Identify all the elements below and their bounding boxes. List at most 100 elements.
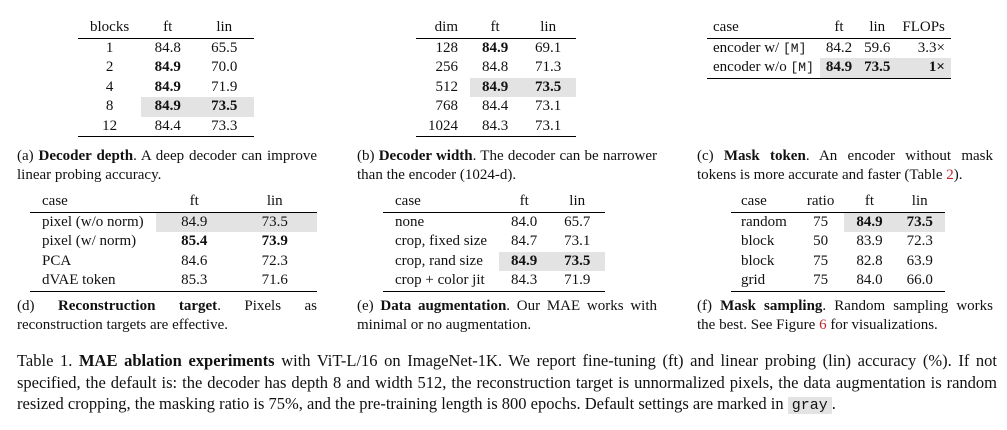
table-row: encoder w/ [M] 84.2 59.6 3.3× — [707, 38, 951, 58]
table-number: Table 1. — [17, 351, 79, 370]
table-row-default: 512 84.9 73.5 — [416, 77, 577, 97]
cell: 4 — [105, 78, 114, 95]
table-f-grid: case ratio ft lin random 75 84.9 73.5 bl… — [731, 192, 945, 292]
cell: 256 — [435, 59, 459, 75]
cell: none — [395, 213, 425, 230]
table-row: 12 84.4 73.3 — [78, 117, 255, 137]
table-row-default: pixel (w/o norm) 84.9 73.5 — [30, 212, 317, 232]
mask-token: [M] — [790, 60, 814, 75]
header-ft: ft — [490, 19, 500, 35]
cell: crop, fixed size — [395, 233, 488, 249]
header-blocks: blocks — [90, 19, 130, 35]
cell: 73.5 — [211, 98, 238, 114]
table-a: blocks ft lin 1 84.8 65.5 2 84.9 70.0 4 … — [78, 18, 255, 137]
cell: crop + color jit — [395, 272, 485, 288]
table-row: crop, fixed size 84.7 73.1 — [383, 232, 605, 252]
cell: block — [741, 233, 775, 249]
header-lin: lin — [911, 193, 928, 209]
cell: 84.9 — [856, 213, 883, 230]
table-title: MAE ablation experiments — [78, 351, 275, 370]
table-row: 128 84.9 69.1 — [416, 38, 576, 58]
header-lin: lin — [266, 193, 283, 209]
cell: encoder w/o — [713, 59, 791, 75]
caption-c: (c) Mask token. An encoder without mask … — [697, 148, 993, 183]
cell: 84.9 — [154, 78, 181, 95]
cell: 71.3 — [535, 59, 562, 75]
table-row: none 84.0 65.7 — [383, 212, 605, 232]
cell: grid — [741, 272, 766, 288]
cell: 75 — [813, 252, 829, 269]
table-d: case ft lin pixel (w/o norm) 84.9 73.5 p… — [30, 192, 317, 292]
cell: pixel (w/o norm) — [42, 213, 144, 230]
header-case: case — [42, 193, 68, 209]
table-e: case ft lin none 84.0 65.7 crop, fixed s… — [383, 192, 606, 292]
table-row: 256 84.8 71.3 — [416, 58, 576, 78]
cell: 65.5 — [211, 39, 238, 56]
cell: 1× — [928, 59, 945, 75]
table-row: block 75 82.8 63.9 — [731, 252, 945, 272]
cell: 8 — [105, 98, 114, 114]
table-row: block 50 83.9 72.3 — [731, 232, 945, 252]
cell: 84.9 — [825, 59, 853, 75]
caption-d-title: Reconstruction target — [57, 298, 218, 314]
header-case: case — [395, 193, 421, 209]
cell: 73.5 — [906, 213, 933, 230]
cell: 73.1 — [564, 233, 591, 249]
header-ft: ft — [834, 19, 844, 35]
header-ratio: ratio — [806, 193, 835, 209]
cell: 73.5 — [232, 212, 317, 232]
cell: 512 — [435, 78, 459, 95]
table-reference-link[interactable]: 2 — [946, 167, 954, 183]
cell: 73.1 — [535, 98, 562, 114]
gray-swatch: gray — [787, 397, 832, 414]
table-row-default: crop, rand size 84.9 73.5 — [383, 251, 606, 271]
table-row: grid 75 84.0 66.0 — [731, 271, 945, 291]
cell: 3.3× — [917, 39, 945, 56]
cell: 70.0 — [211, 59, 238, 75]
cell: 82.8 — [856, 252, 883, 269]
cell: crop, rand size — [395, 252, 483, 269]
cell: 84.0 — [511, 213, 538, 230]
table-c: case ft lin FLOPs encoder w/ [M] 84.2 59… — [707, 18, 951, 79]
cell: dVAE token — [42, 272, 116, 288]
cell: random — [741, 213, 787, 230]
header-ft: ft — [189, 193, 199, 209]
cell: 84.9 — [154, 98, 181, 114]
table-a-grid: blocks ft lin 1 84.8 65.5 2 84.9 70.0 4 … — [78, 18, 255, 137]
table-row-default: encoder w/o [M] 84.9 73.5 1× — [707, 58, 951, 78]
cell: 73.5 — [864, 59, 891, 75]
cell: 73.3 — [211, 117, 238, 134]
cell: 73.5 — [564, 252, 591, 269]
caption-e: (e) Data augmentation. Our MAE works wit… — [357, 298, 657, 333]
table-row: 1024 84.3 73.1 — [416, 117, 577, 137]
header-case: case — [713, 19, 739, 35]
table-e-grid: case ft lin none 84.0 65.7 crop, fixed s… — [383, 192, 606, 292]
cell: 1 — [105, 39, 114, 56]
cell: encoder w/ — [713, 39, 783, 56]
cell: 84.9 — [482, 39, 509, 56]
cell: 84.4 — [154, 117, 181, 134]
cell: 71.9 — [211, 78, 238, 95]
cell: 84.9 — [154, 59, 181, 75]
table-row: 1 84.8 65.5 — [78, 38, 254, 58]
cell: 85.4 — [181, 233, 208, 249]
cell: 69.1 — [535, 39, 562, 56]
cell: 71.9 — [564, 272, 591, 288]
cell: 83.9 — [856, 233, 883, 249]
header-ft: ft — [519, 193, 529, 209]
cell: 84.8 — [482, 59, 509, 75]
table-d-grid: case ft lin pixel (w/o norm) 84.9 73.5 p… — [30, 192, 317, 292]
header-ft: ft — [864, 193, 875, 209]
cell: 75 — [813, 213, 829, 230]
caption-c-title: Mask token — [723, 148, 806, 164]
cell: 84.9 — [482, 78, 509, 95]
cell: 84.2 — [825, 39, 853, 56]
cell: 84.0 — [856, 272, 883, 288]
cell: 73.9 — [261, 233, 288, 249]
cell: 85.3 — [181, 272, 208, 288]
header-case: case — [741, 193, 767, 209]
figure-reference-link[interactable]: 6 — [819, 317, 827, 333]
caption-b-title: Decoder width — [378, 148, 473, 164]
mask-token: [M] — [782, 40, 807, 56]
table-row: 768 84.4 73.1 — [416, 97, 576, 117]
